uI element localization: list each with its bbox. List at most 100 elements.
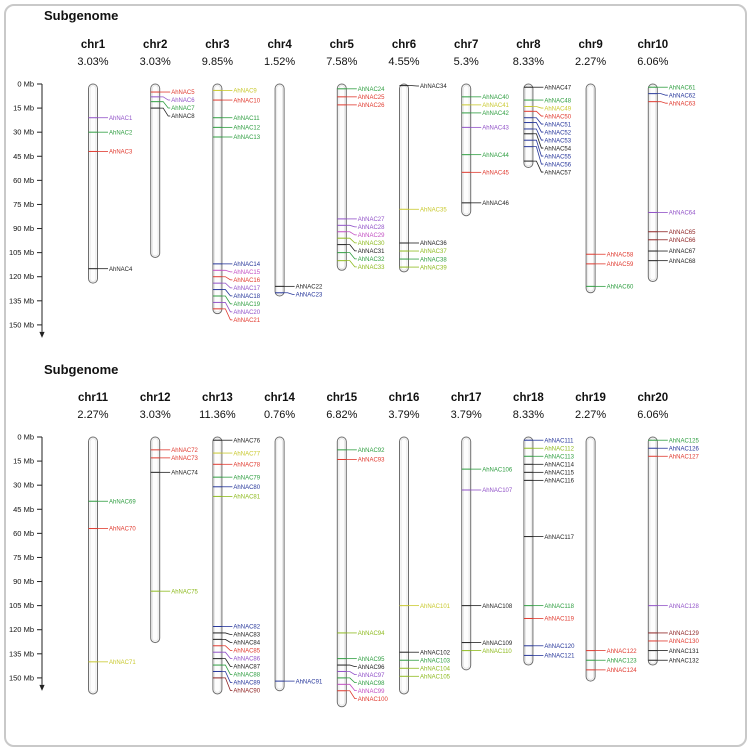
- chromosome-name: chr5: [330, 39, 355, 51]
- chromosome-chr8: chr8 8.33% AhNAC47 AhNAC48 AhNAC49 AhNAC50 AhN…: [513, 39, 572, 176]
- chromosome-bar-inner: [338, 85, 346, 270]
- gene-AhNAC40: AhNAC40: [461, 95, 510, 101]
- gene-AhNAC33: AhNAC33: [337, 260, 385, 271]
- gene-label: AhNAC81: [233, 495, 260, 501]
- chromosome-bar-inner: [338, 438, 346, 706]
- gene-label: AhNAC86: [233, 657, 260, 663]
- chromosome-bar: [212, 83, 223, 315]
- chromosome-bar-inner: [649, 85, 657, 281]
- gene-AhNAC96: AhNAC96: [337, 664, 385, 671]
- gene-leader-line: [221, 671, 233, 683]
- gene-AhNAC88: AhNAC88: [212, 664, 261, 679]
- gene-AhNAC41: AhNAC41: [461, 103, 510, 109]
- gene-leader-line: [221, 295, 233, 305]
- gene-leader-line: [221, 664, 233, 675]
- gene-AhNAC128: AhNAC128: [648, 604, 699, 610]
- chromosome-bar-inner: [400, 438, 408, 693]
- gene-AhNAC70: AhNAC70: [88, 527, 136, 533]
- axis-tick-label: 60 Mb: [13, 176, 34, 185]
- gene-label: AhNAC45: [482, 171, 509, 177]
- gene-AhNAC122: AhNAC122: [586, 649, 637, 655]
- gene-label: AhNAC33: [358, 265, 385, 271]
- chromosome-chr4: chr4 1.52% AhNAC22 AhNAC23: [264, 39, 323, 299]
- gene-AhNAC32: AhNAC32: [337, 252, 385, 263]
- gene-AhNAC112: AhNAC112: [523, 446, 575, 452]
- gene-label: AhNAC37: [420, 249, 447, 255]
- chromosome-name: chr2: [143, 39, 167, 51]
- chromosome-chr14: chr14 0.76% AhNAC91: [264, 392, 323, 692]
- gene-AhNAC108: AhNAC108: [461, 604, 513, 610]
- axis-tick-label: 90 Mb: [13, 577, 34, 586]
- gene-leader-line: [221, 276, 233, 281]
- gene-label: AhNAC115: [544, 471, 574, 477]
- chromosome-chr11: chr11 2.27% AhNAC69 AhNAC70 AhNAC71: [77, 392, 136, 695]
- gene-label: AhNAC62: [669, 93, 696, 99]
- gene-leader-line: [221, 289, 233, 297]
- gene-label: AhNAC39: [420, 265, 447, 271]
- gene-label: AhNAC27: [358, 217, 385, 223]
- gene-AhNAC94: AhNAC94: [337, 631, 385, 637]
- gene-label: AhNAC30: [358, 241, 385, 247]
- gene-AhNAC53: AhNAC53: [523, 128, 572, 144]
- gene-label: AhNAC31: [358, 249, 385, 255]
- gene-AhNAC114: AhNAC114: [523, 463, 575, 469]
- gene-AhNAC56: AhNAC56: [523, 146, 572, 168]
- gene-AhNAC113: AhNAC113: [523, 454, 575, 460]
- chromosome-bar: [212, 436, 223, 695]
- gene-label: AhNAC117: [544, 535, 574, 541]
- gene-AhNAC117: AhNAC117: [523, 535, 575, 541]
- gene-label: AhNAC105: [420, 674, 451, 680]
- gene-label: AhNAC80: [233, 485, 260, 491]
- gene-label: AhNAC126: [669, 446, 700, 452]
- chromosome-name: chr10: [637, 39, 668, 51]
- gene-AhNAC103: AhNAC103: [399, 658, 451, 664]
- gene-AhNAC89: AhNAC89: [212, 670, 261, 687]
- chromosome-bar-inner: [89, 85, 97, 282]
- gene-label: AhNAC18: [233, 294, 260, 300]
- gene-leader-line: [221, 651, 233, 659]
- gene-AhNAC80: AhNAC80: [212, 485, 261, 491]
- chromosome-percent: 6.82%: [326, 409, 357, 421]
- gene-leader-line: [221, 677, 233, 691]
- gene-AhNAC47: AhNAC47: [523, 85, 572, 91]
- gene-AhNAC68: AhNAC68: [648, 259, 696, 265]
- gene-AhNAC99: AhNAC99: [337, 683, 385, 695]
- chromosome-percent: 6.06%: [637, 409, 668, 421]
- gene-leader-line: [532, 106, 544, 109]
- gene-AhNAC1: AhNAC1: [88, 116, 133, 122]
- gene-label: AhNAC74: [171, 471, 198, 477]
- gene-label: AhNAC103: [420, 658, 451, 664]
- gene-AhNAC102: AhNAC102: [399, 650, 451, 656]
- gene-label: AhNAC48: [544, 98, 571, 104]
- gene-AhNAC48: AhNAC48: [523, 98, 572, 104]
- gene-label: AhNAC84: [233, 641, 260, 647]
- chromosome-name: chr18: [513, 392, 544, 404]
- gene-AhNAC27: AhNAC27: [337, 217, 385, 223]
- chromosome-bar: [523, 436, 534, 666]
- gene-label: AhNAC65: [669, 230, 696, 236]
- chromosome-bar: [399, 83, 409, 273]
- chromosome-percent: 2.27%: [575, 409, 606, 421]
- gene-label: AhNAC82: [233, 625, 260, 631]
- mb-axis: 0 Mb 15 Mb 30 Mb 45 Mb 60 Mb 75 Mb 90 Mb 105 Mb…: [9, 433, 45, 691]
- gene-label: AhNAC15: [233, 270, 260, 276]
- gene-leader-line: [346, 237, 357, 244]
- gene-label: AhNAC19: [233, 302, 260, 308]
- gene-label: AhNAC113: [544, 454, 574, 460]
- gene-AhNAC20: AhNAC20: [212, 301, 261, 316]
- gene-label: AhNAC125: [669, 438, 700, 444]
- gene-AhNAC18: AhNAC18: [212, 289, 261, 300]
- panel-subgenome-1: 0 Mb 15 Mb 30 Mb 45 Mb 60 Mb 75 Mb 90 Mb 105 Mb…: [9, 39, 696, 338]
- gene-leader-line: [159, 96, 171, 101]
- axis-tick-label: 105 Mb: [9, 601, 34, 610]
- chromosome-percent: 3.79%: [451, 409, 482, 421]
- gene-leader-line: [346, 244, 357, 252]
- gene-leader-line: [532, 133, 544, 149]
- gene-leader-line: [346, 231, 357, 236]
- gene-AhNAC13: AhNAC13: [212, 135, 261, 141]
- gene-AhNAC71: AhNAC71: [88, 660, 136, 666]
- chromosome-bar-inner: [151, 85, 159, 257]
- gene-leader-line: [532, 122, 544, 133]
- gene-label: AhNAC87: [233, 665, 260, 671]
- chromosome-percent: 11.36%: [199, 409, 236, 421]
